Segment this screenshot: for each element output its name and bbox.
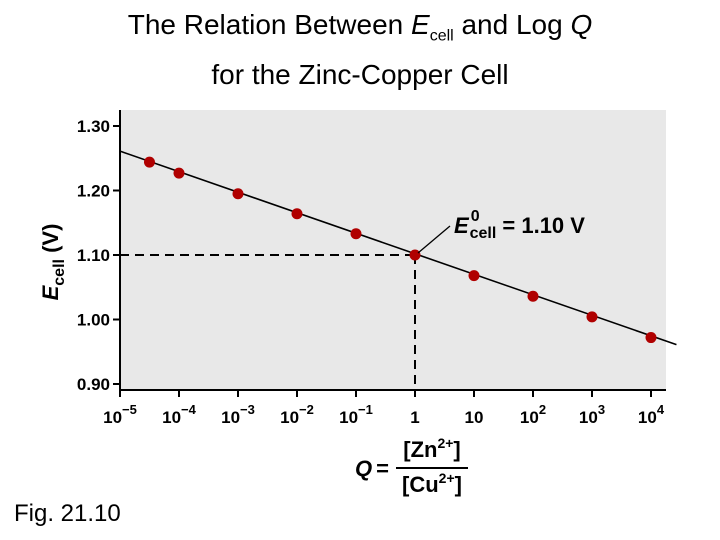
x-tick-base: 10 — [465, 408, 484, 427]
x-tick-exponent: −1 — [358, 402, 373, 417]
x-tick-label: 103 — [579, 402, 605, 427]
y-tick-label: 1.30 — [77, 117, 110, 136]
denominator-charge: 2+ — [439, 470, 455, 486]
annotation-superscript: 0 — [471, 208, 480, 225]
y-axis-label-unit: (V) — [38, 224, 63, 259]
x-tick-exponent: −3 — [240, 402, 255, 417]
data-point — [143, 156, 155, 168]
x-tick-base: 10 — [221, 408, 240, 427]
numerator-bracket: ] — [453, 437, 460, 462]
x-tick-exponent: 4 — [657, 402, 665, 417]
plot-area — [120, 110, 666, 390]
title-text-middle: and Log — [453, 9, 571, 40]
title-e-symbol: E — [411, 9, 430, 40]
y-axis-label-symbol: E — [38, 284, 63, 300]
x-tick-label: 10 — [465, 408, 484, 427]
y-axis-label: Ecell (V) — [38, 224, 68, 301]
x-tick-label: 104 — [638, 402, 665, 427]
annotation-subscript: cell — [470, 225, 497, 242]
title-text: The Relation Between — [127, 9, 411, 40]
data-point — [409, 249, 421, 261]
x-axis-label-numerator: [Zn2+] — [403, 435, 461, 462]
x-axis-label-denominator: [Cu2+] — [402, 470, 462, 497]
chart-title: The Relation Between Ecell and Log Q for… — [0, 6, 720, 94]
data-points — [143, 156, 657, 344]
x-tick-label: 102 — [520, 402, 546, 427]
annotation-label: E 0 cell = 1.10 V — [454, 208, 585, 242]
x-tick-base: 10 — [579, 408, 598, 427]
data-point — [527, 290, 539, 302]
x-axis-label: Q = [Zn2+] [Cu2+] — [355, 435, 468, 497]
data-point — [468, 270, 480, 282]
numerator-species: [Zn — [403, 437, 437, 462]
x-tick-label: 10−1 — [339, 402, 373, 427]
x-axis-label-equals: = — [376, 456, 389, 481]
x-tick-base: 10 — [162, 408, 181, 427]
x-axis-label-q: Q — [355, 456, 372, 481]
data-point — [350, 228, 362, 240]
y-axis-label-subscript: cell — [51, 259, 68, 286]
x-axis-label-lhs: Q = — [355, 456, 389, 481]
x-tick-exponent: −4 — [181, 402, 197, 417]
x-tick-exponent: 2 — [539, 402, 546, 417]
x-tick-base: 10 — [638, 408, 657, 427]
reference-lines — [120, 254, 416, 390]
data-point — [173, 167, 185, 179]
x-tick-label: 10−5 — [103, 402, 137, 427]
data-point — [291, 208, 303, 220]
data-point — [232, 188, 244, 200]
y-tick-label: 0.90 — [77, 375, 110, 394]
annotation-leader-line — [417, 225, 451, 254]
title-subscript: cell — [429, 27, 454, 45]
x-tick-base: 10 — [103, 408, 122, 427]
title-line-1: The Relation Between Ecell and Log Q — [0, 6, 720, 56]
x-tick-label: 10−3 — [221, 402, 255, 427]
x-tick-base: 10 — [520, 408, 539, 427]
x-tick-label: 10−4 — [162, 402, 197, 427]
y-tick-label: 1.00 — [77, 311, 110, 330]
y-tick-label: 1.20 — [77, 182, 110, 201]
data-point — [645, 332, 657, 344]
denominator-bracket: ] — [455, 472, 462, 497]
y-axis-ticks: 1.30 1.20 1.10 1.00 0.90 — [77, 117, 120, 394]
y-tick-label: 1.10 — [77, 246, 110, 265]
numerator-charge: 2+ — [437, 435, 453, 451]
x-tick-exponent: −5 — [122, 402, 137, 417]
data-point — [586, 311, 598, 323]
x-axis-ticks: 10−5 10−4 10−3 10−2 10−1 1 10 102 103 104 — [103, 390, 665, 427]
annotation-text: = 1.10 V — [496, 213, 585, 238]
x-tick-exponent: −2 — [299, 402, 314, 417]
x-tick-base: 10 — [280, 408, 299, 427]
title-line-2: for the Zinc-Copper Cell — [211, 58, 509, 90]
x-tick-exponent: 3 — [598, 402, 605, 417]
trend-line — [119, 150, 677, 346]
x-tick-base: 1 — [410, 408, 419, 427]
title-q-symbol: Q — [570, 9, 593, 40]
x-tick-label: 10−2 — [280, 402, 314, 427]
x-tick-label: 1 — [410, 408, 419, 427]
denominator-species: [Cu — [402, 472, 439, 497]
annotation-symbol: E — [454, 213, 470, 238]
figure-label: Fig. 21.10 — [14, 500, 121, 527]
x-tick-base: 10 — [339, 408, 358, 427]
